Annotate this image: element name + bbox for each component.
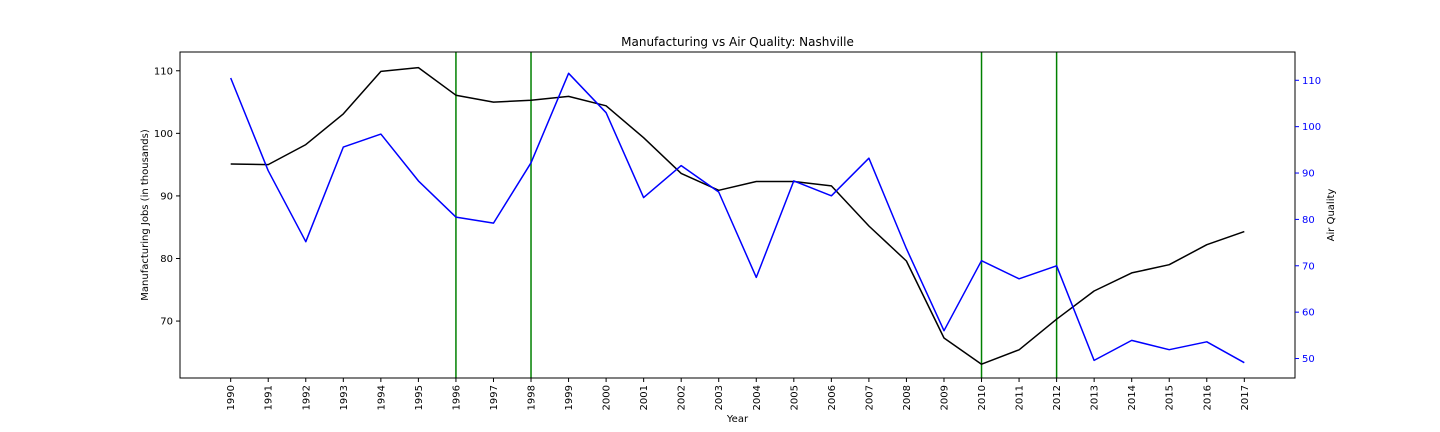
x-axis-label: Year (726, 414, 749, 425)
x-tick-label: 2013 (1090, 385, 1101, 410)
x-tick-label: 2006 (827, 385, 838, 410)
x-tick-label: 2011 (1015, 385, 1026, 410)
y-left-tick-label: 100 (154, 129, 173, 140)
x-tick-label: 2001 (639, 385, 650, 410)
vertical-lines (455, 52, 1058, 378)
y-left-tick-label: 90 (160, 191, 173, 202)
x-tick-label: 2015 (1165, 385, 1176, 410)
series-line-air-quality (230, 72, 1245, 364)
x-tick-label: 2014 (1127, 385, 1138, 410)
x-tick-label: 1994 (376, 385, 387, 410)
y-axis-right: 50 60 70 80 90 100 110 (1295, 76, 1321, 365)
x-tick-label: 2002 (677, 385, 688, 410)
y-left-tick-label: 80 (160, 254, 173, 265)
x-tick-label: 2010 (977, 385, 988, 410)
y-right-tick-label: 70 (1302, 261, 1315, 272)
y-right-tick-label: 110 (1302, 76, 1321, 87)
y-left-tick-label: 110 (154, 66, 173, 77)
y-right-tick-label: 100 (1302, 122, 1321, 133)
x-tick-label: 2005 (789, 385, 800, 410)
x-tick-label: 2016 (1202, 385, 1213, 410)
y-right-tick-label: 60 (1302, 308, 1315, 319)
x-tick-label: 1992 (301, 385, 312, 410)
x-tick-label: 1991 (264, 385, 275, 410)
x-tick-label: 1995 (414, 385, 425, 410)
y-right-tick-label: 80 (1302, 215, 1315, 226)
x-tick-label: 1990 (226, 385, 237, 410)
series-line-manufacturing-jobs (230, 66, 1245, 365)
x-tick-label: 2012 (1052, 385, 1063, 410)
x-tick-label: 2000 (602, 385, 613, 410)
y-right-tick-label: 90 (1302, 169, 1315, 180)
series-group (230, 66, 1245, 365)
y-axis-left: 70 80 90 100 110 (154, 66, 180, 328)
x-tick-label: 2009 (939, 385, 950, 410)
x-tick-label: 1998 (527, 385, 538, 410)
x-tick-label: 2017 (1240, 385, 1251, 410)
x-tick-label: 2008 (902, 385, 913, 410)
x-tick-label: 1997 (489, 385, 500, 410)
x-axis: 1990 1991 1992 1993 1994 1995 1996 1997 1998 1999… (226, 378, 1251, 410)
x-tick-label: 2003 (714, 385, 725, 410)
chart-title: Manufacturing vs Air Quality: Nashville (621, 35, 854, 49)
y-axis-right-label: Air Quality (1326, 189, 1337, 242)
x-tick-label: 1996 (451, 385, 462, 410)
y-right-tick-label: 50 (1302, 354, 1315, 365)
x-tick-label: 1999 (564, 385, 575, 410)
x-tick-label: 2004 (752, 385, 763, 410)
x-tick-label: 2007 (864, 385, 875, 410)
y-left-tick-label: 70 (160, 317, 173, 328)
plot-frame (179, 51, 1296, 379)
x-tick-label: 1993 (339, 385, 350, 410)
y-axis-left-label: Manufacturing Jobs (in thousands) (140, 129, 151, 301)
